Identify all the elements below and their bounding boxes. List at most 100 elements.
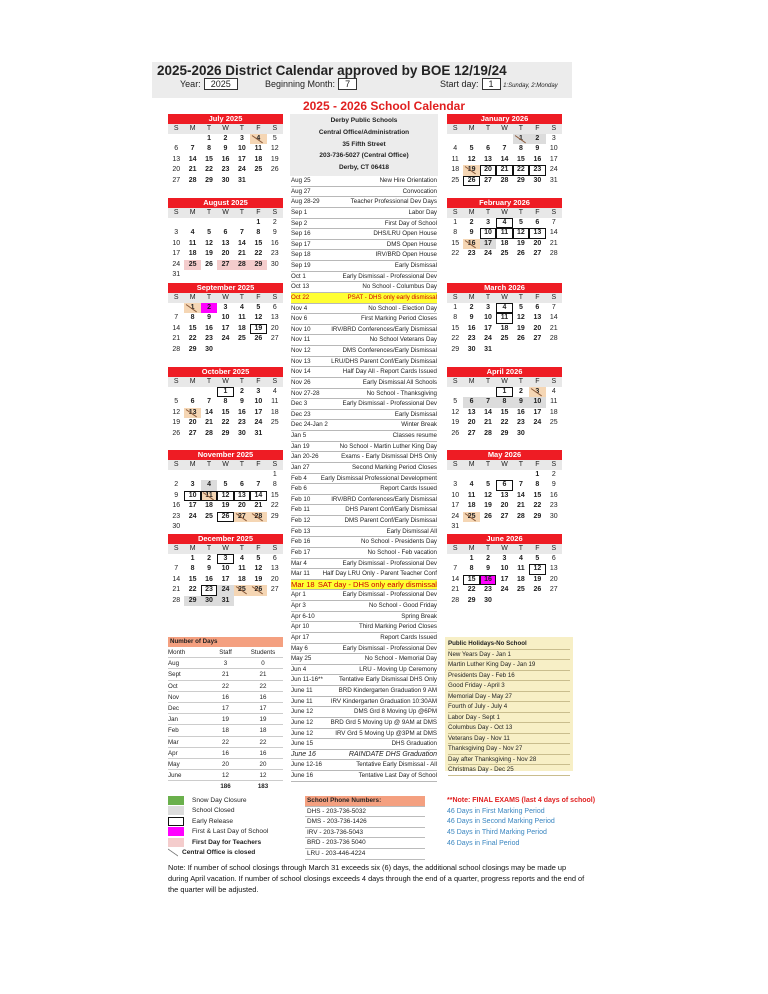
marking-periods: **Note: FINAL EXAMS (last 4 days of scho…	[447, 796, 595, 850]
empty-cell	[184, 470, 200, 480]
day-cell: 26	[205, 260, 213, 268]
event-date: Apr 17	[291, 633, 310, 641]
day-cell: 15	[451, 239, 460, 247]
legend-label: Early Release	[192, 817, 234, 825]
event-date: Feb 13	[291, 527, 311, 535]
day-cell: 17	[479, 238, 497, 250]
month-input[interactable]: 7	[338, 78, 358, 90]
event-date: June 16	[291, 750, 316, 758]
weekday-header: W	[217, 293, 234, 303]
day-cell: 24	[500, 586, 509, 594]
day-cell: 25	[451, 176, 460, 184]
day-cell: 15	[221, 408, 230, 416]
month-title: June 2026	[447, 534, 562, 544]
start-day-input[interactable]: 1	[481, 78, 501, 90]
event-row: Dec 3 Early Dismissal - Professional Dev	[291, 399, 437, 410]
day-cell: 11	[496, 228, 513, 239]
month-title: April 2026	[447, 367, 562, 377]
month-calendar: November 2025 S M T W T F S 1 2 3 4 5 6 7 8 9 10 11 12 13 14 1…	[168, 450, 283, 534]
month-grid: S M T W T F S 1 2 3 4 5 6 7 8 9 10 11 12 13 14 15 16 17 18 19 20 21…	[168, 293, 283, 355]
weekday-header: F	[529, 544, 546, 554]
days-cell: 18	[259, 727, 267, 735]
day-cell: 13	[233, 490, 251, 502]
event-row: Feb 10 IRV/BRD Conferences/Early Dismissa…	[291, 495, 437, 506]
period-item: 46 Days in First Marking Period	[447, 807, 545, 815]
day-cell: 28	[549, 335, 558, 343]
day-cell: 3	[453, 481, 458, 489]
day-cell: 30	[270, 260, 279, 268]
weekday-header: S	[545, 208, 562, 218]
day-cell: 15	[533, 491, 542, 499]
day-cell: 27	[549, 586, 558, 594]
empty-cell	[480, 470, 496, 480]
event-description: Half Day LRU Only - Parent Teacher Conf	[322, 570, 437, 578]
days-cell: 12	[222, 772, 229, 780]
event-row: Nov 13 LRU/DHS Parent Conf/Early Dismissa…	[291, 357, 437, 368]
day-cell: 22	[467, 586, 476, 594]
empty-cell	[234, 218, 250, 228]
event-description: Classes resume	[392, 432, 437, 439]
day-cell: 21	[484, 419, 492, 427]
month-calendar: April 2026 S M T W T F S 1 2 3 4 5 6 7 8 9 10 11 12 13 14 15 16…	[447, 367, 562, 451]
event-row: Apr 3 No School - Good Friday	[291, 601, 437, 612]
day-cell: 4	[200, 480, 218, 491]
day-cell: 18	[517, 575, 525, 583]
event-date: Jun 4	[291, 665, 307, 673]
period-item: 45 Days in Third Marking Period	[447, 829, 547, 837]
day-cell: 8	[272, 481, 277, 489]
day-cell: 7	[453, 565, 458, 573]
day-cell: 16	[238, 408, 246, 416]
day-cell: 15	[451, 324, 460, 332]
day-cell: 4	[518, 555, 523, 562]
legend-snow: Snow Day Closure	[168, 795, 298, 806]
days-cell: Jan	[168, 716, 178, 724]
day-cell: 15	[517, 155, 525, 163]
day-cell: 10	[500, 565, 509, 573]
day-cell: 2	[551, 471, 556, 478]
day-cell: 30	[200, 595, 218, 606]
event-description: Early Dismissal - Professional Dev	[342, 559, 437, 567]
day-cell: 14	[549, 229, 558, 237]
total-cell: 186	[220, 783, 231, 791]
event-date: Nov 13	[291, 357, 311, 365]
weekday-header: T	[233, 124, 251, 134]
empty-cell	[463, 387, 479, 397]
event-row: Nov 4 No School - Election Day	[291, 304, 437, 315]
closed-swatch	[168, 806, 184, 816]
month-calendar: February 2026 S M T W T F S 1 2 3 4 5 6 7 8 9 10 11 12 13 14 1…	[447, 198, 562, 282]
weekday-header: W	[496, 544, 513, 554]
event-date: Oct 22	[291, 293, 310, 301]
event-description: DHS Parent Conf/Early Dismissal	[345, 506, 437, 514]
day-cell: 1	[453, 304, 458, 311]
day-cell: 11	[496, 313, 513, 324]
total-cell: 183	[257, 783, 269, 791]
weekday-header: W	[217, 208, 234, 218]
month-grid: S M T W T F S 1 2 3 4 5 6 7 8 9 10 11 12 13 14 15 16 17 18 19 20 21…	[447, 544, 562, 606]
event-row: Aug 27 Convocation	[291, 187, 437, 198]
day-cell: 22	[500, 419, 509, 427]
day-cell: 31	[549, 176, 558, 184]
event-description: Early Dismissal - Professional Dev	[342, 400, 437, 408]
day-cell: 13	[500, 491, 509, 499]
year-input[interactable]: 2025	[203, 78, 238, 90]
event-date: Feb 10	[291, 495, 311, 503]
weekday-header: S	[545, 544, 562, 554]
event-date: Feb 16	[291, 538, 311, 546]
weekday-header: S	[545, 293, 562, 303]
day-cell: 9	[174, 491, 179, 499]
weekday-header: F	[529, 460, 546, 470]
days-cell: 16	[259, 693, 267, 701]
day-cell: 31	[451, 522, 460, 530]
event-description: Early Dismissal	[394, 262, 437, 269]
weekday-header: T	[233, 208, 251, 218]
month-calendar: March 2026 S M T W T F S 1 2 3 4 5 6 7 8 9 10 11 12 13 14 15 16…	[447, 283, 562, 367]
events-list: Aug 25 New Hire Orientation Aug 27 Convocat…	[291, 176, 437, 782]
month-grid: S M T W T F S 1 2 3 4 5 6 7 8 9 10 11 12 13 14 15 16 17 18 19 20 21…	[447, 124, 562, 186]
day-cell: 17	[172, 250, 181, 258]
day-cell: 24	[217, 585, 234, 596]
day-cell: 22	[188, 335, 197, 343]
days-cell: 22	[259, 682, 267, 690]
event-description: IRV/BRD Conferences/Early Dismissal	[331, 325, 437, 333]
empty-cell	[184, 218, 200, 228]
event-row: Apr 10 Third Marking Period Closes	[291, 622, 437, 633]
